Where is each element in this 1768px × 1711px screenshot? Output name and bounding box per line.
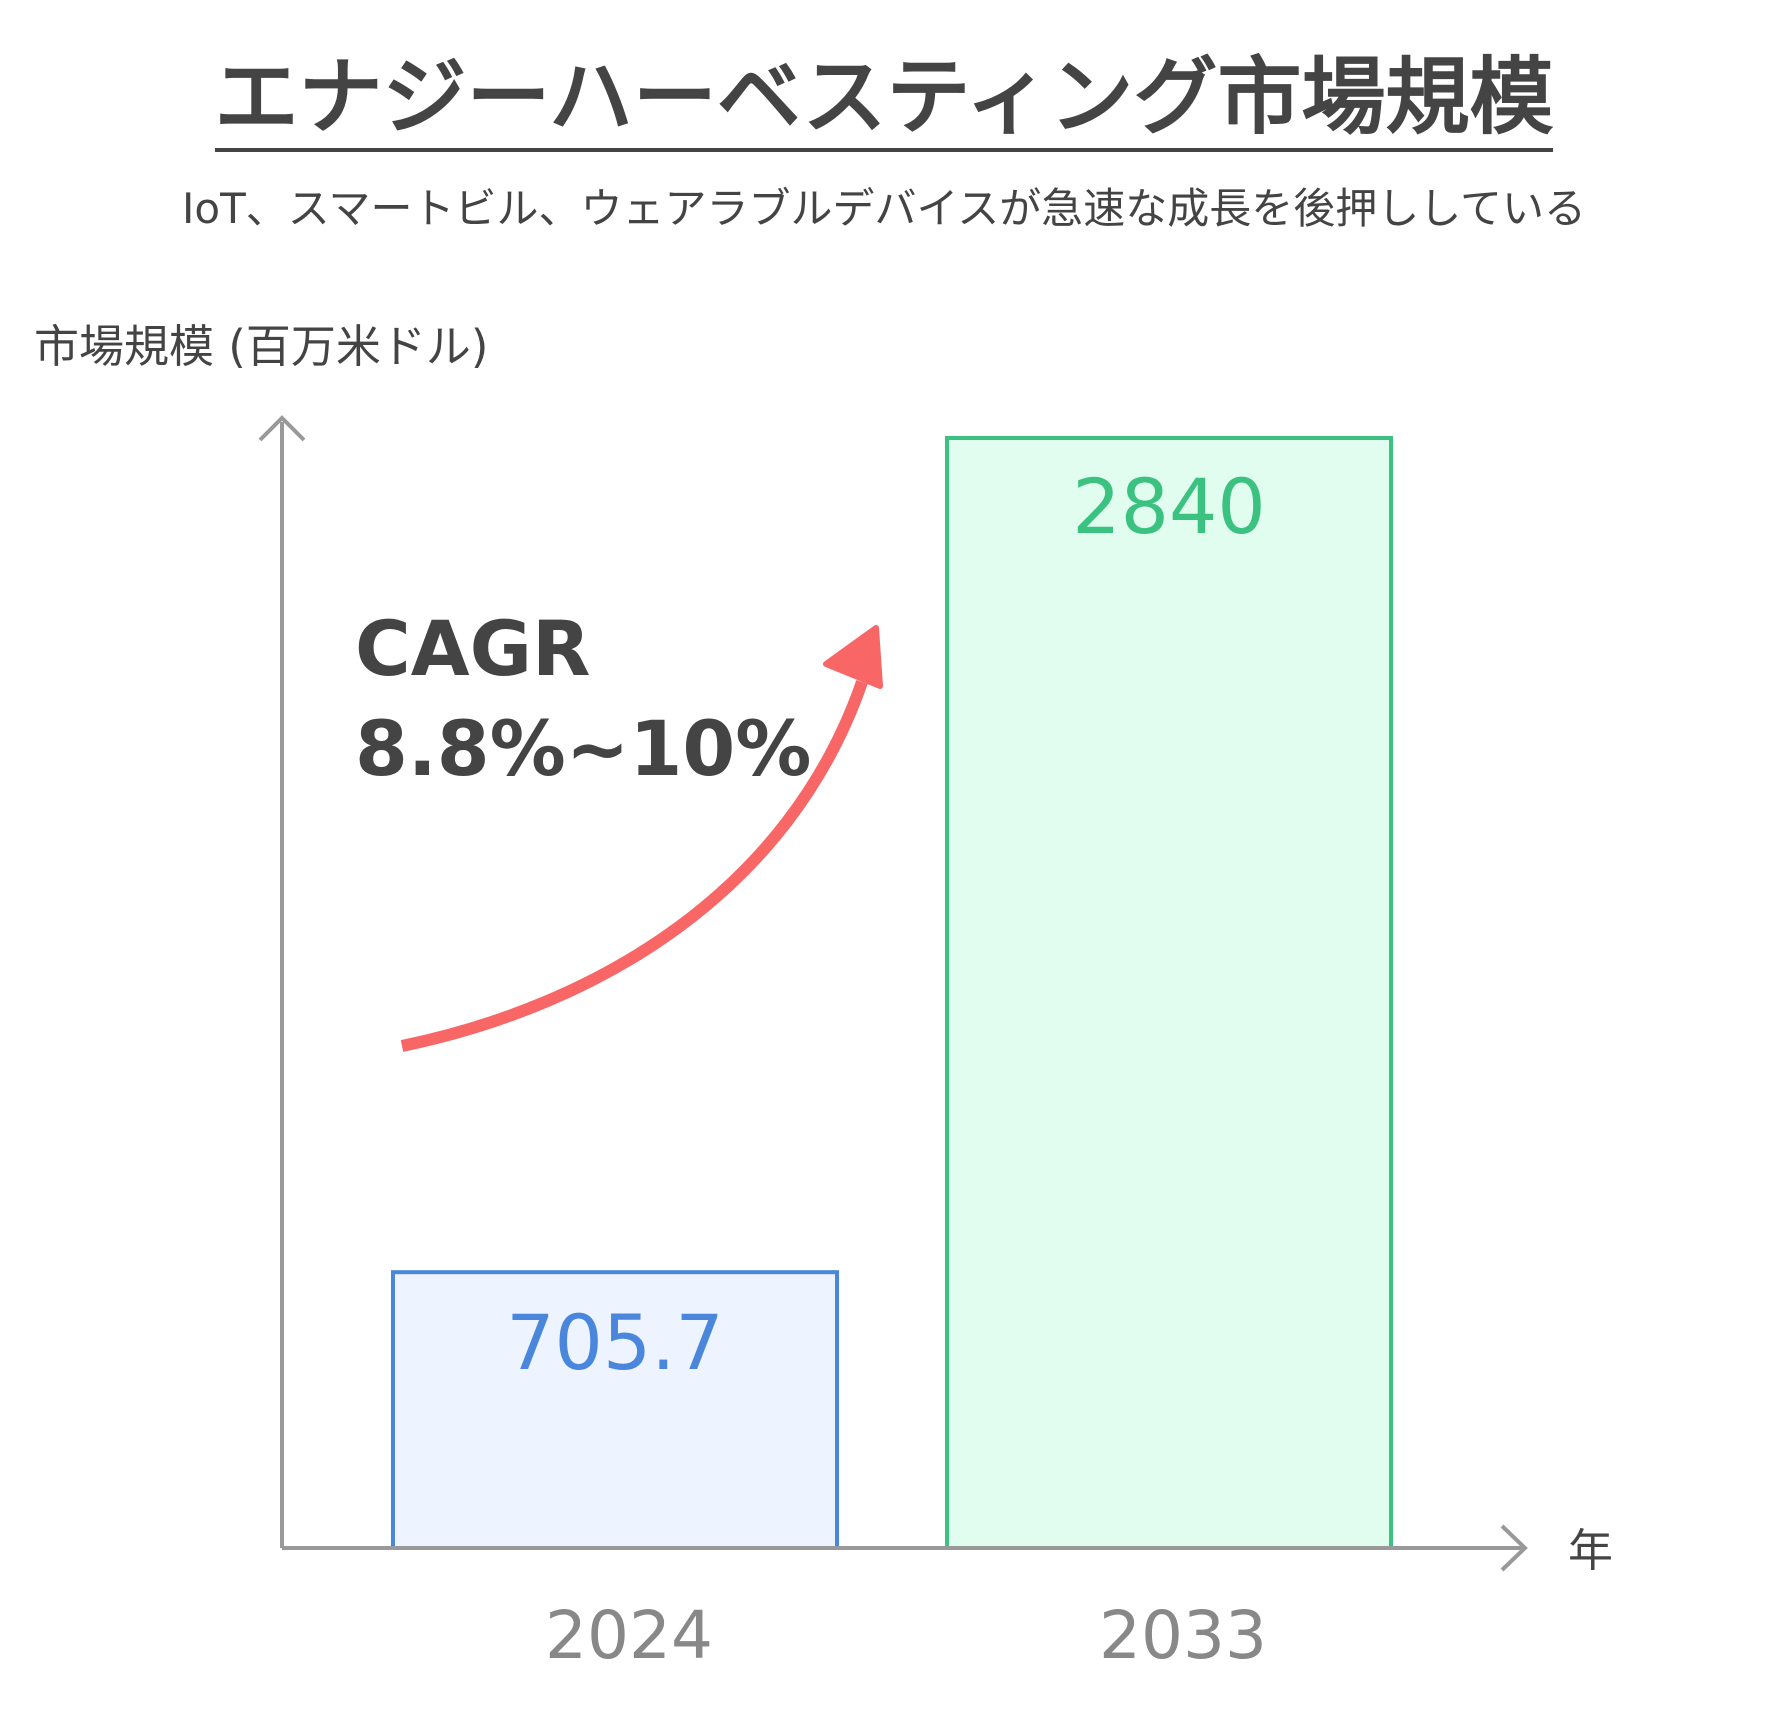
y-axis-label: 市場規模 (百万米ドル) <box>34 320 488 373</box>
x-axis-arrowhead <box>1500 1524 1528 1572</box>
growth-arrowhead <box>823 625 883 689</box>
cagr-value: 8.8%~10% <box>355 704 811 793</box>
x-tick-label-2033: 2033 <box>1099 1597 1267 1674</box>
chart-title: エナジーハーベスティング市場規模 <box>0 30 1768 152</box>
data-label-2033: 2840 <box>1072 462 1265 551</box>
x-tick-label-2024: 2024 <box>545 1597 713 1674</box>
cagr-label: CAGR <box>355 604 591 693</box>
chart-subtitle: IoT、スマートビル、ウェアラブルデバイスが急速な成長を後押ししている <box>182 184 1586 233</box>
chart-title-text: エナジーハーベスティング市場規模 <box>214 48 1554 152</box>
growth-arrow <box>400 680 868 1052</box>
data-label-2024: 705.7 <box>506 1298 724 1387</box>
bar-2033 <box>945 436 1393 1550</box>
y-axis-arrowhead <box>258 415 306 442</box>
x-axis-label: 年 <box>1568 1524 1613 1577</box>
